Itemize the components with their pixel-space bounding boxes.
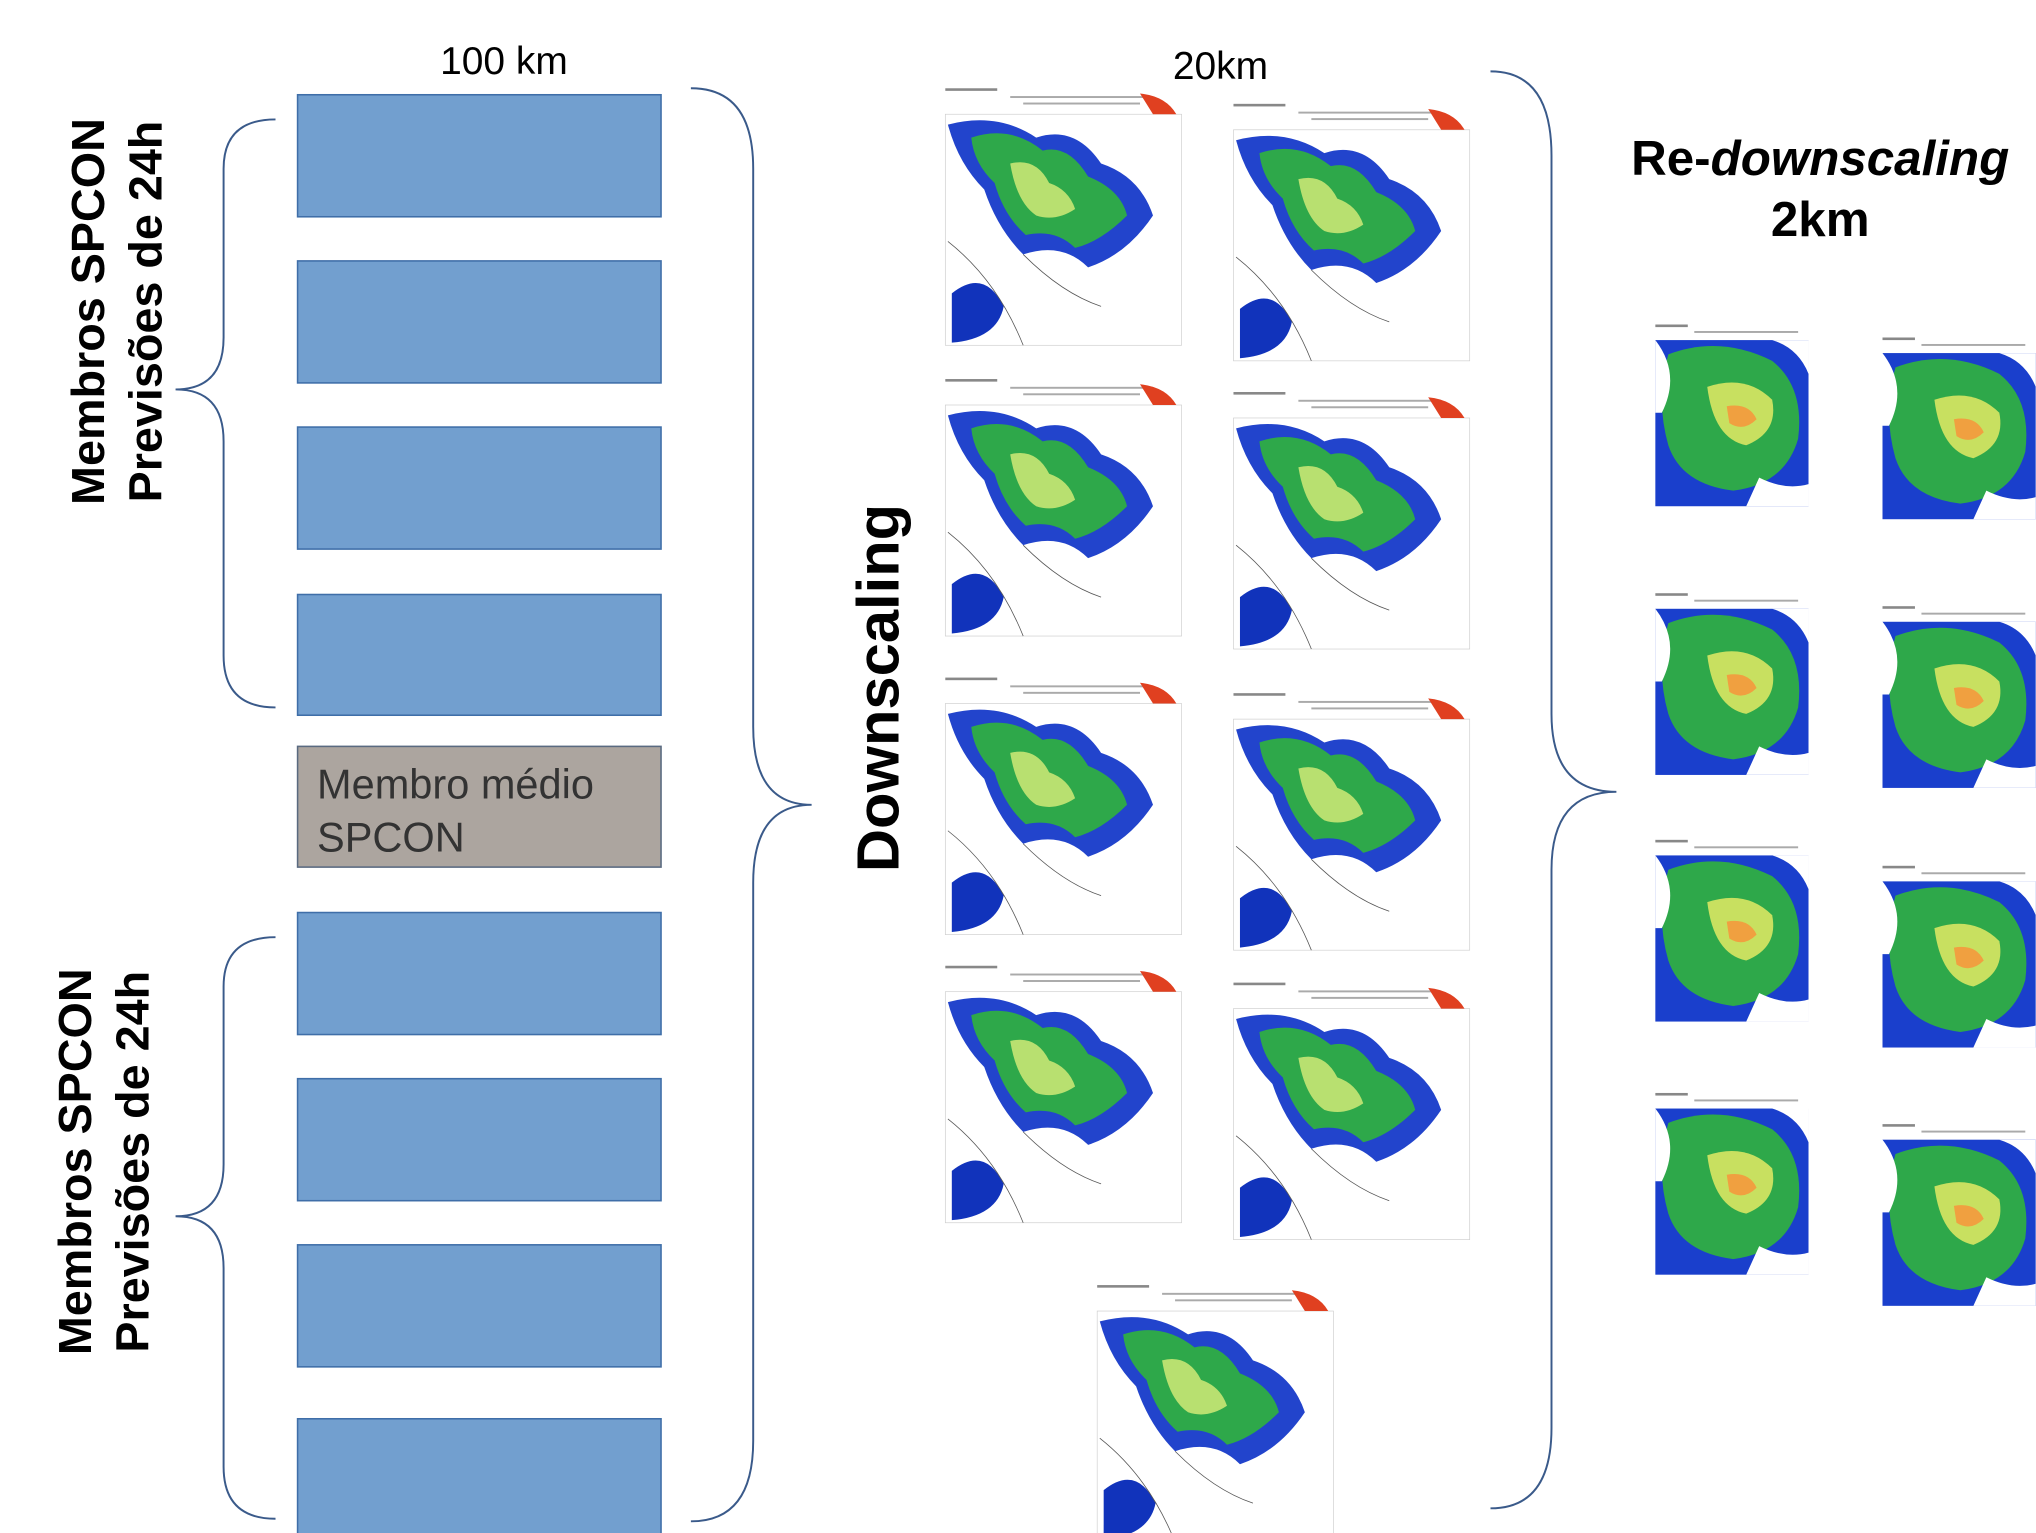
process-label: Downscaling	[845, 504, 912, 872]
group-label-bottom: Membros SPCON Previsões de 24h	[49, 968, 158, 1355]
right-title: Re-downscaling	[1631, 131, 2009, 186]
member-box	[296, 1077, 662, 1202]
mid-resolution: 20km	[1173, 45, 1268, 88]
member-box	[296, 426, 662, 550]
brace	[1490, 70, 1617, 1510]
map-thumbnail	[944, 674, 1183, 936]
mean-member-line1: Membro médio	[317, 760, 594, 807]
map-thumbnail	[944, 375, 1183, 637]
map-thumbnail	[1232, 979, 1471, 1241]
right-title-prefix: Re-	[1631, 131, 1710, 186]
map-thumbnail	[1655, 321, 1809, 507]
member-box	[296, 911, 662, 1036]
mean-member-box	[296, 745, 662, 868]
mean-member-line2: SPCON	[317, 814, 465, 861]
map-thumbnail	[1232, 100, 1471, 362]
braces	[175, 70, 1617, 1523]
member-box	[296, 593, 662, 717]
member-box	[296, 1417, 662, 1533]
brace	[690, 87, 812, 1523]
brace	[175, 936, 276, 1520]
right-resolution: 2km	[1771, 192, 1870, 247]
map-thumbnail	[1232, 689, 1471, 951]
brace	[175, 118, 276, 709]
map-thumbnail	[1882, 863, 2036, 1048]
member-box	[296, 93, 662, 218]
left-resolution: 100 km	[440, 40, 568, 83]
group-line2: Previsões de 24h	[106, 971, 158, 1353]
group-line2: Previsões de 24h	[119, 121, 171, 503]
group-line1: Membros SPCON	[62, 118, 114, 505]
map-thumbnail	[1096, 1281, 1335, 1533]
map-thumbnail	[1882, 334, 2036, 520]
maps-20km	[944, 85, 1471, 1533]
map-thumbnail	[1882, 603, 2036, 788]
member-boxes	[296, 93, 662, 1533]
member-box	[296, 260, 662, 384]
map-thumbnail	[1655, 590, 1809, 775]
right-title-italic: downscaling	[1711, 131, 2010, 186]
map-thumbnail	[1882, 1121, 2036, 1306]
member-box	[296, 1244, 662, 1368]
group-line1: Membros SPCON	[49, 968, 101, 1355]
map-thumbnail	[1232, 388, 1471, 650]
maps-2km	[1655, 321, 2036, 1306]
group-label-top: Membros SPCON Previsões de 24h	[62, 118, 171, 505]
map-thumbnail	[944, 85, 1183, 346]
map-thumbnail	[1655, 837, 1809, 1022]
map-thumbnail	[1655, 1090, 1809, 1275]
map-thumbnail	[944, 962, 1183, 1224]
